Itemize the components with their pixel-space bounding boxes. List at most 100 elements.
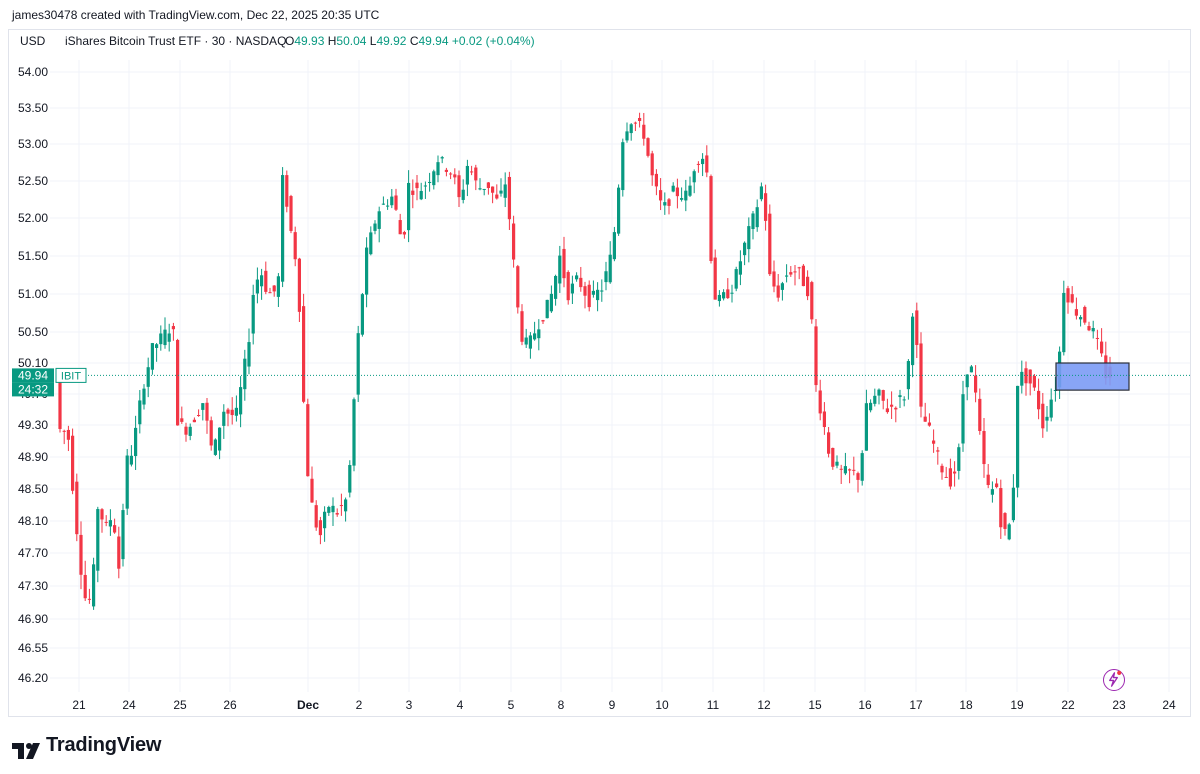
candle-body [957, 447, 961, 471]
x-tick-label: 5 [508, 698, 515, 712]
candle-body [318, 520, 322, 536]
x-tick-label: 22 [1061, 698, 1075, 712]
candle-body [360, 294, 364, 335]
candle-body [184, 426, 188, 435]
candle-body [1083, 306, 1087, 323]
symbol-description[interactable]: iShares Bitcoin Trust ETF · 30 · NASDAQ [65, 34, 287, 48]
candle-body [121, 510, 125, 560]
x-tick-label: 21 [72, 698, 86, 712]
x-tick-label: 18 [959, 698, 973, 712]
candle-body [575, 275, 579, 280]
candle-body [285, 175, 289, 207]
candle-body [365, 247, 369, 295]
candle-body [974, 375, 978, 393]
candle-body [596, 289, 600, 301]
x-tick-label: 2 [356, 698, 363, 712]
candle-body [1066, 288, 1070, 303]
x-tick-label: Dec [297, 698, 319, 712]
candle-body [902, 399, 906, 401]
candle-body [1003, 513, 1007, 529]
x-tick-label: 9 [609, 698, 616, 712]
candle-body [113, 525, 117, 533]
candle-body [1020, 371, 1024, 386]
candle-body [797, 267, 801, 269]
candle-body [759, 186, 763, 200]
candle-body [911, 316, 915, 366]
candle-body [394, 195, 398, 210]
candle-body [1041, 403, 1045, 429]
candle-body [848, 469, 852, 471]
candle-body [961, 394, 965, 444]
y-tick-label: 52.00 [18, 211, 48, 225]
overlay: 49.94 IBIT 24:32 [12, 362, 1190, 397]
candle-body [818, 390, 822, 414]
y-tick-label: 48.90 [18, 450, 48, 464]
candle-body [1037, 390, 1041, 410]
candle-body [709, 176, 713, 261]
candle-body [386, 205, 390, 207]
candle-body [650, 153, 654, 176]
candle-body [222, 411, 226, 426]
candle-body [503, 184, 507, 198]
candle-body [461, 189, 465, 200]
candle-body [793, 271, 797, 273]
candle-body [239, 387, 243, 415]
candle-body [940, 465, 944, 473]
candle-body [734, 269, 738, 289]
candle-body [856, 473, 860, 480]
open-value: 49.93 [294, 34, 325, 48]
candle-body [377, 211, 381, 229]
low-label: L [369, 34, 377, 48]
lightning-icon[interactable] [1103, 669, 1125, 691]
candle-body [722, 292, 726, 299]
x-tick-label: 25 [173, 698, 187, 712]
y-tick-label: 48.50 [18, 482, 48, 496]
candle-body [852, 469, 856, 471]
candle-body [75, 481, 79, 535]
price-tag [12, 368, 54, 383]
candle-body [125, 455, 129, 509]
candle-body [545, 299, 549, 319]
candle-body [927, 422, 931, 426]
candle-body [58, 375, 62, 429]
candle-body [705, 155, 709, 173]
candle-body [1028, 369, 1032, 384]
candle-body [335, 513, 339, 515]
creator-line: james30478 created with TradingView.com,… [12, 8, 380, 22]
x-tick-label: 16 [858, 698, 872, 712]
currency-label[interactable]: USD [20, 34, 46, 48]
candle-body [885, 408, 889, 413]
candle-body [663, 202, 667, 206]
y-tick-label: 52.50 [18, 174, 48, 188]
candle-body [864, 403, 868, 451]
candle-body [659, 190, 663, 201]
candle-body [352, 399, 356, 466]
candle-body [444, 169, 448, 172]
candle-body [188, 426, 192, 436]
candle-body [549, 293, 553, 312]
candle-body [915, 310, 919, 345]
candle-body [436, 162, 440, 176]
candle-body [264, 270, 268, 292]
candle-body [474, 167, 478, 181]
x-tick-label: 4 [457, 698, 464, 712]
candle-body [1062, 292, 1066, 353]
tradingview-logo-icon[interactable] [12, 738, 42, 764]
candle-body [726, 289, 730, 299]
annotation-rectangle[interactable] [1055, 362, 1130, 391]
candle-body [621, 142, 625, 191]
candle-body [79, 534, 83, 575]
candle-body [764, 193, 768, 221]
candle-body [381, 203, 385, 205]
candle-body [104, 521, 108, 523]
candle-body [1074, 309, 1078, 316]
y-tick-label: 51.00 [18, 287, 48, 301]
y-tick-label: 53.50 [18, 101, 48, 115]
candle-body [96, 509, 100, 571]
candle-body [171, 326, 175, 330]
candle-body [684, 190, 688, 201]
candle-body [398, 220, 402, 235]
candle-body [566, 272, 570, 301]
candle-body [944, 476, 948, 478]
